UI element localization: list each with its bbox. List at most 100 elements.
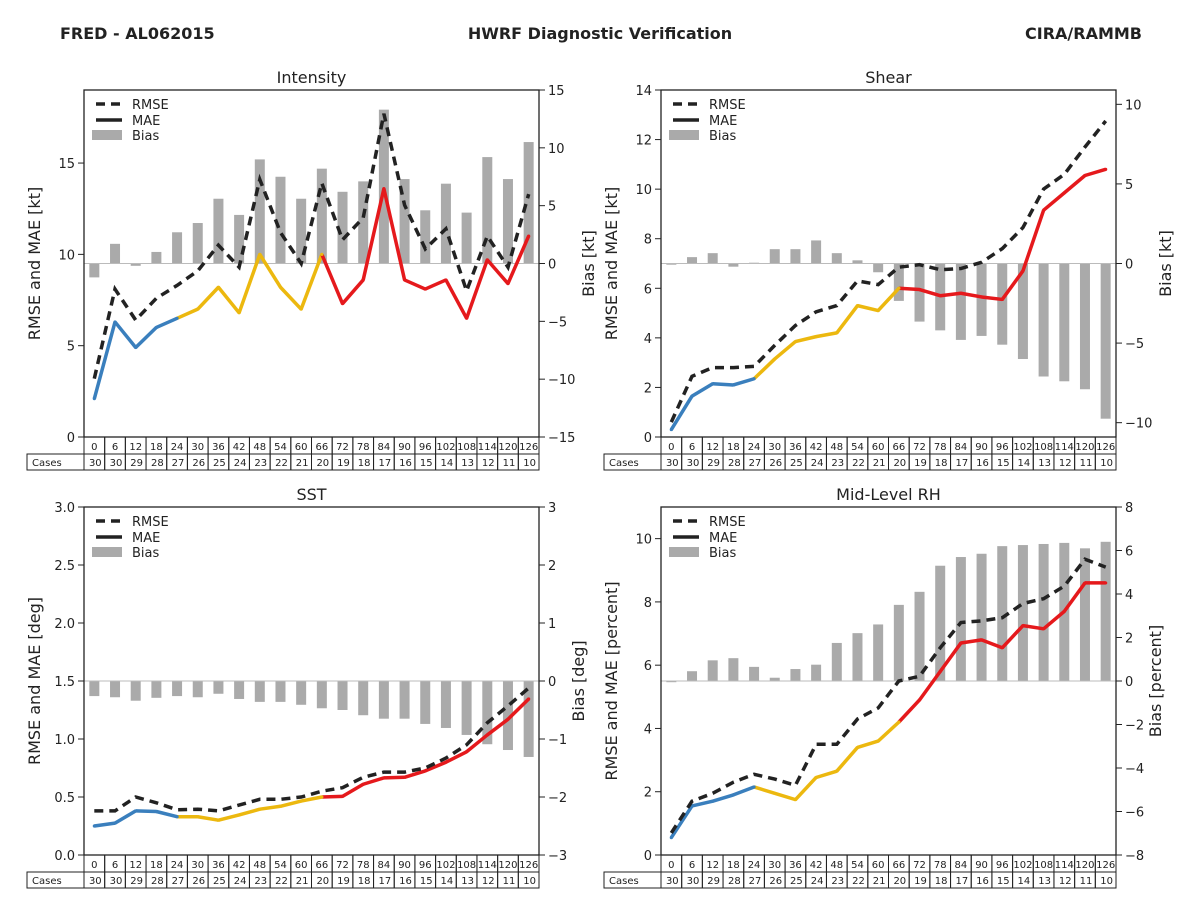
bias-bar [110, 681, 121, 698]
mae-point [1000, 646, 1004, 650]
mae-line-segment [691, 382, 714, 398]
y-tick-label: 15 [58, 157, 75, 172]
mae-line-segment [876, 720, 901, 743]
mae-line-segment [403, 278, 426, 291]
bias-bar [399, 179, 410, 264]
mae-line-segment [795, 334, 817, 344]
table-case-count: 22 [852, 876, 865, 887]
legend-bias-swatch [92, 130, 122, 140]
table-hour: 72 [913, 442, 926, 453]
table-case-count: 27 [749, 458, 762, 469]
table-hour: 102 [1013, 860, 1032, 871]
table-hour: 114 [1055, 442, 1074, 453]
table-case-count: 25 [790, 458, 803, 469]
mae-point [154, 809, 158, 814]
mae-line-segment [134, 326, 158, 349]
bias-bar [852, 633, 863, 681]
bias-bar [316, 681, 327, 709]
bias-bar [254, 681, 265, 702]
table-hour: 42 [810, 442, 823, 453]
bias-bar [1038, 263, 1049, 377]
bias-bar [254, 159, 265, 264]
table-case-count: 14 [441, 876, 454, 887]
bias-bar [811, 664, 822, 681]
table-case-count: 30 [687, 876, 700, 887]
table-case-count: 25 [213, 458, 226, 469]
mae-point [320, 795, 324, 799]
table-hour: 120 [498, 442, 517, 453]
table-hour: 0 [668, 860, 674, 871]
mae-line-segment [92, 321, 117, 400]
bias-bar [213, 198, 224, 264]
bias-bar [440, 681, 451, 728]
mae-point [506, 717, 510, 721]
table-case-count: 16 [976, 876, 989, 887]
mae-line-segment [669, 395, 694, 431]
table-case-count: 28 [728, 458, 741, 469]
y2-tick-label: −3 [548, 849, 567, 864]
mae-point [897, 286, 901, 290]
table-hour: 66 [315, 442, 328, 453]
table-case-count: 13 [1038, 458, 1051, 469]
table-hour: 90 [398, 442, 411, 453]
table-hour: 126 [519, 860, 538, 871]
bias-bar [790, 669, 801, 681]
table-case-count: 28 [151, 458, 164, 469]
table-hour: 72 [336, 442, 349, 453]
bias-bar [749, 666, 760, 681]
table-case-count: 28 [151, 876, 164, 887]
table-hour: 36 [789, 860, 802, 871]
table-case-count: 18 [358, 458, 371, 469]
table-hour: 102 [1013, 442, 1032, 453]
table-hour: 6 [112, 442, 118, 453]
mae-line-segment [155, 316, 178, 330]
mae-line-segment [176, 307, 199, 320]
mae-line-segment [876, 287, 901, 312]
legend-bias-swatch [669, 547, 699, 557]
mae-point [113, 320, 117, 324]
table-case-count: 29 [707, 458, 720, 469]
mae-line-segment [1084, 167, 1107, 178]
mae-line-segment [774, 791, 796, 802]
bias-bar [192, 223, 203, 264]
bias-bar [275, 176, 286, 264]
bias-bar [1017, 545, 1028, 681]
mae-line-segment [465, 733, 489, 754]
y-tick-label: 8 [644, 596, 652, 611]
table-case-count: 29 [130, 458, 143, 469]
mae-point [92, 824, 96, 828]
table-hour: 54 [274, 860, 287, 871]
table-case-count: 18 [935, 876, 948, 887]
bias-bar [172, 232, 183, 264]
mae-point [793, 339, 798, 344]
legend-rmse-label: RMSE [132, 515, 169, 530]
bias-bar [482, 157, 493, 264]
table-hour: 12 [706, 860, 719, 871]
table-hour: 96 [419, 442, 432, 453]
mae-line-segment [691, 799, 714, 808]
table-hour: 48 [253, 860, 266, 871]
storm-id-heading: FRED - AL062015 [60, 24, 215, 43]
mae-point [382, 187, 386, 191]
mae-line-segment [299, 253, 324, 310]
table-hour: 96 [996, 442, 1009, 453]
y-axis-label: RMSE and MAE [kt] [602, 187, 621, 340]
bias-bar [130, 681, 141, 701]
mae-point [216, 818, 221, 822]
mae-line-segment [712, 793, 734, 803]
y-tick-label: 3.0 [54, 501, 75, 516]
bias-bar [893, 263, 904, 301]
y-tick-label: 8 [644, 233, 652, 248]
legend-bias-label: Bias [709, 546, 736, 561]
mae-point [876, 308, 880, 313]
mae-point [1062, 191, 1066, 195]
mae-point [154, 325, 158, 330]
mae-line-segment [753, 785, 776, 795]
y2-tick-label: −5 [548, 315, 567, 330]
table-hour: 48 [830, 442, 843, 453]
mae-point [773, 357, 777, 361]
y-tick-label: 5 [67, 340, 75, 355]
mae-line-segment [383, 775, 405, 780]
table-case-cell [1094, 871, 1117, 889]
